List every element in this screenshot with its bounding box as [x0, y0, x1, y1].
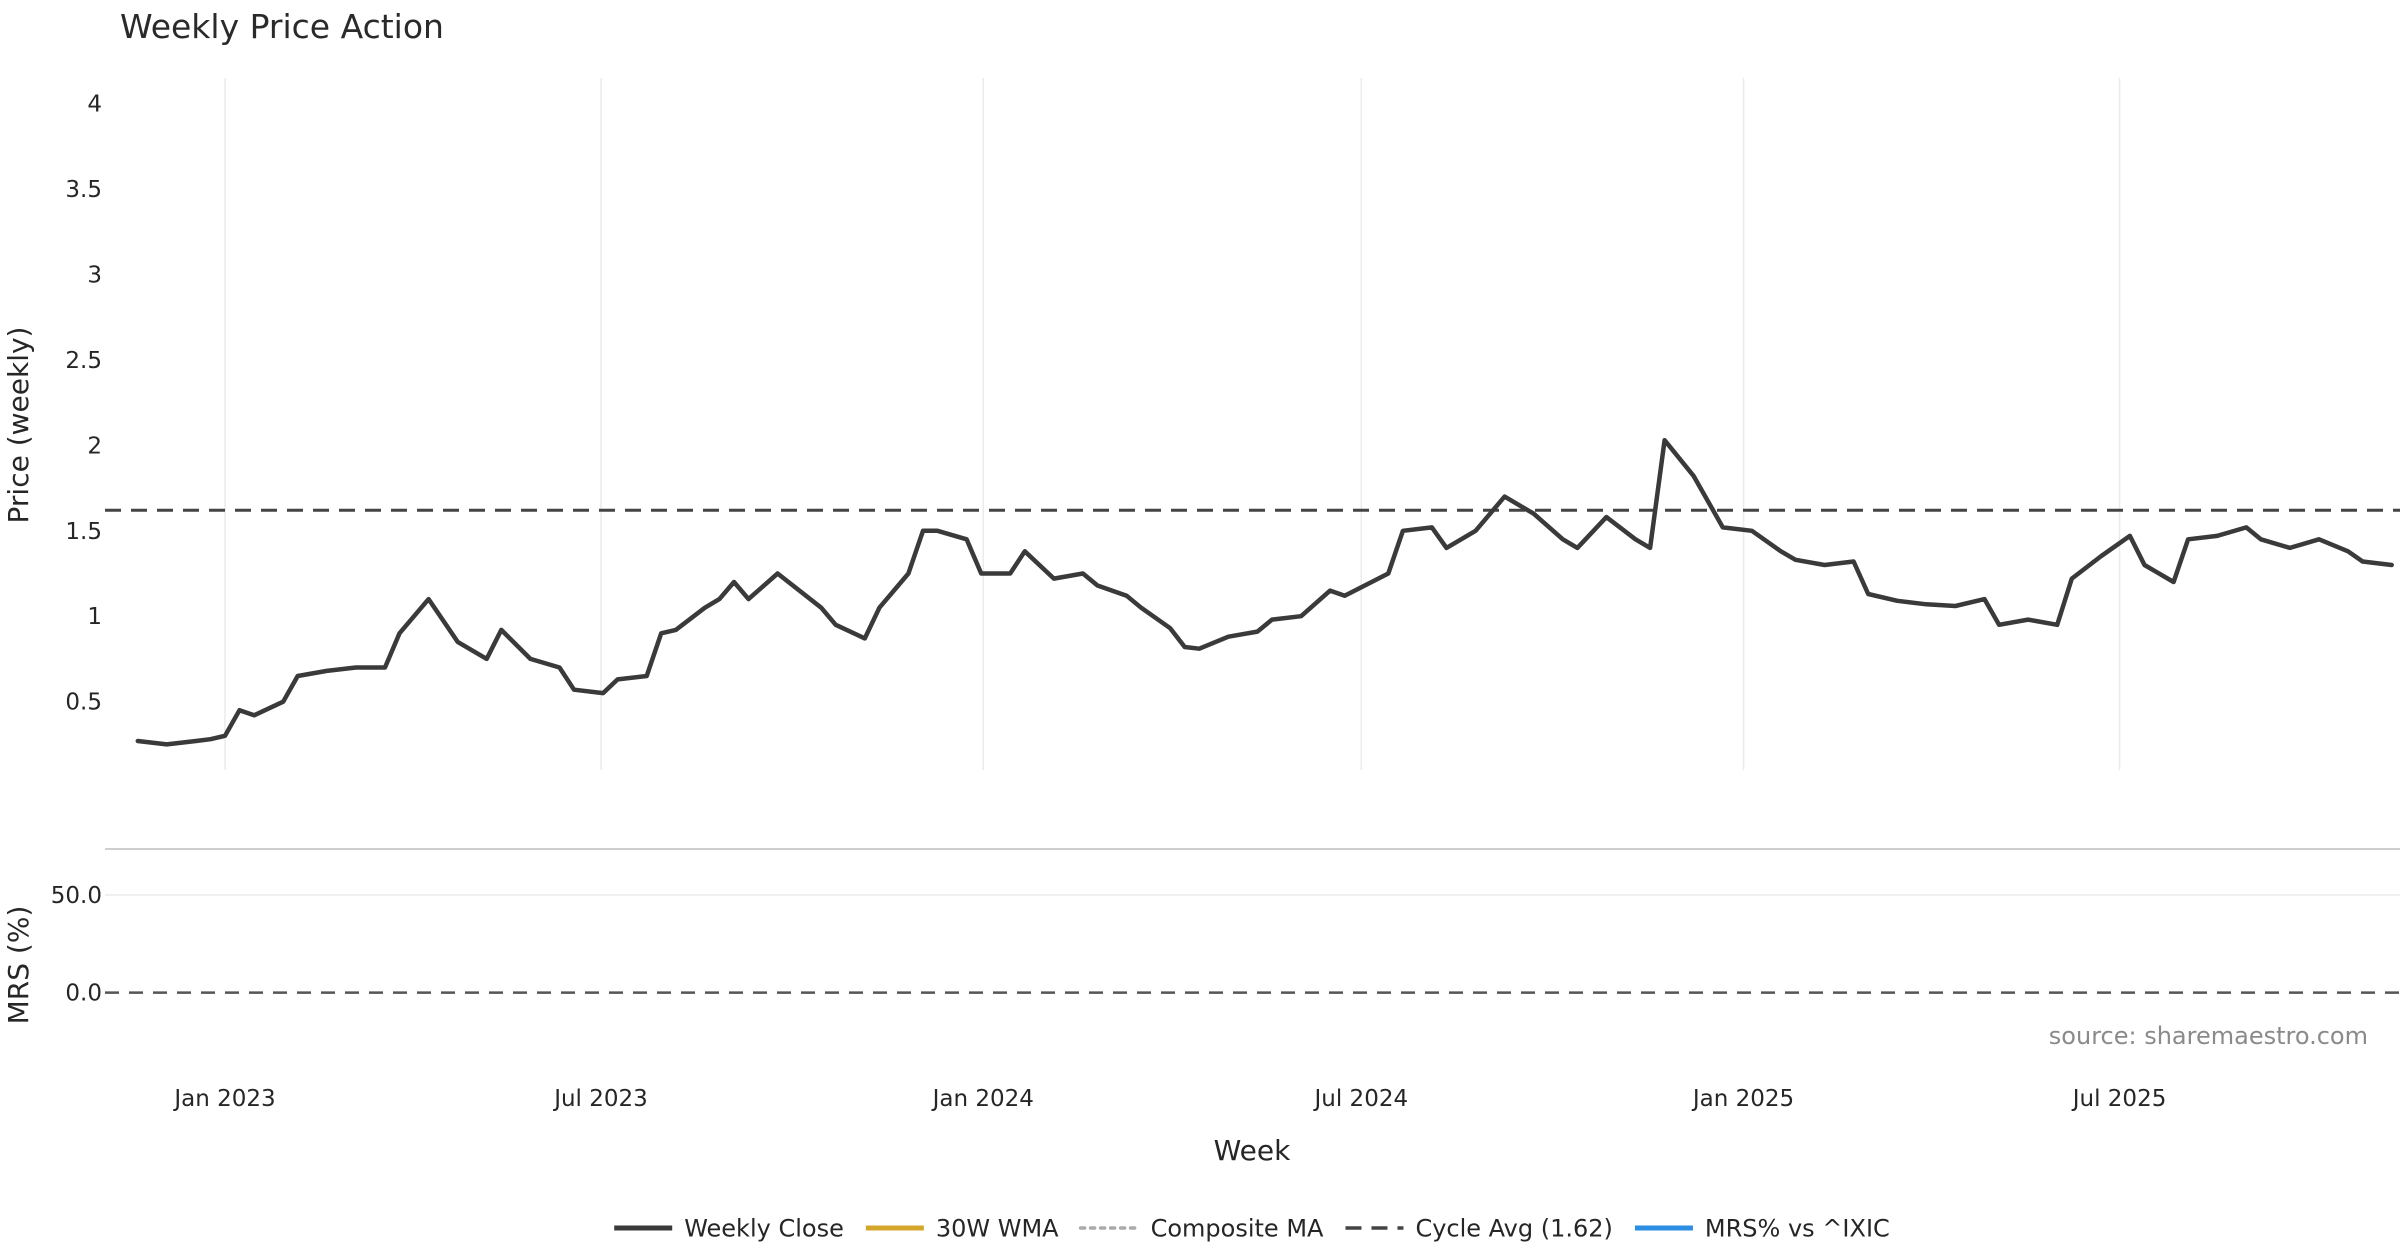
legend-label: Weekly Close — [684, 1215, 844, 1243]
price-y-tick-label: 3.5 — [65, 177, 102, 203]
x-tick-label: Jan 2024 — [931, 1086, 1034, 1112]
x-tick-label: Jan 2023 — [172, 1086, 275, 1112]
legend-label: 30W WMA — [936, 1215, 1059, 1243]
chart-title: Weekly Price Action — [120, 7, 444, 46]
legend-label: Cycle Avg (1.62) — [1415, 1215, 1612, 1243]
price-series — [135, 437, 2394, 747]
x-tick-label: Jul 2025 — [2071, 1086, 2167, 1112]
cycle-average-line — [105, 508, 2400, 994]
price-y-tick-label: 2.5 — [65, 348, 102, 374]
price-axis-label: Price (weekly) — [2, 327, 35, 524]
y-tick-labels: 0.5 1 1.5 2 2.5 3 3.5 4 0.0 50.0 — [51, 92, 102, 1007]
x-tick-label: Jan 2025 — [1691, 1086, 1794, 1112]
price-y-tick-label: 0.5 — [65, 690, 102, 716]
price-y-tick-label: 1 — [87, 604, 102, 630]
mrs-y-tick-label: 0.0 — [65, 981, 102, 1007]
price-y-tick-label: 3 — [87, 262, 102, 288]
x-tick-label: Jul 2024 — [1313, 1086, 1409, 1112]
source-note: source: sharemaestro.com — [2049, 1022, 2368, 1050]
x-axis-label: Week — [1214, 1134, 1291, 1167]
weekly-close-line — [135, 437, 2394, 747]
mrs-y-tick-label: 50.0 — [51, 883, 102, 909]
x-tick-labels: Jan 2023 Jul 2023 Jan 2024 Jul 2024 Jan 2025… — [172, 1086, 2166, 1112]
mrs-axis-label: MRS (%) — [2, 906, 35, 1025]
legend-label: Composite MA — [1151, 1215, 1324, 1243]
legend: Weekly Close 30W WMA Composite MA Cycle Avg… — [614, 1215, 1890, 1243]
x-tick-label: Jul 2023 — [552, 1086, 648, 1112]
grid — [105, 78, 2400, 896]
price-y-tick-label: 4 — [87, 92, 102, 118]
legend-label: MRS% vs ^IXIC — [1705, 1215, 1890, 1243]
price-y-tick-label: 1.5 — [65, 519, 102, 545]
price-y-tick-label: 2 — [87, 433, 102, 459]
